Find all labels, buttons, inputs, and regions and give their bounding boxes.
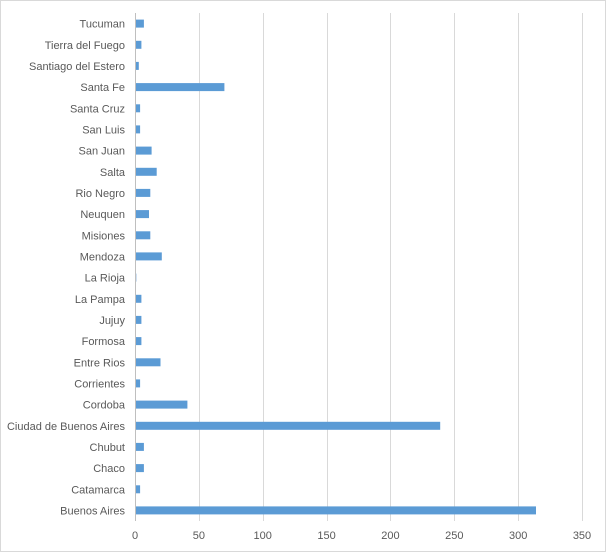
bar-santa-fe xyxy=(135,83,225,92)
bar-formosa xyxy=(135,337,142,346)
category-label: Santa Cruz xyxy=(70,103,125,115)
x-tick-label: 350 xyxy=(573,530,591,542)
category-label: Corrientes xyxy=(74,378,125,390)
bar-jujuy xyxy=(135,315,142,324)
category-label: La Rioja xyxy=(85,273,126,285)
x-tick-label: 100 xyxy=(254,530,272,542)
category-label: Misiones xyxy=(82,230,126,242)
bar-ciudad-de-buenos-aires xyxy=(135,421,441,430)
bar-chaco xyxy=(135,464,144,473)
category-label: Mendoza xyxy=(80,251,126,263)
bar-san-juan xyxy=(135,146,152,155)
bar-tucuman xyxy=(135,19,144,28)
gridlines xyxy=(199,13,583,521)
bar-san-luis xyxy=(135,125,141,134)
category-label: Entre Rios xyxy=(74,357,126,369)
bar-catamarca xyxy=(135,485,141,494)
bar-entre-rios xyxy=(135,358,161,367)
category-label: Santiago del Estero xyxy=(29,61,125,73)
x-tick-labels: 0 50 100 150 200 250 300 350 xyxy=(132,530,591,542)
bar-tierra-del-fuego xyxy=(135,40,142,49)
x-tick-label: 50 xyxy=(193,530,205,542)
category-label: Ciudad de Buenos Aires xyxy=(7,421,126,433)
category-label: Catamarca xyxy=(71,484,126,496)
category-label: Buenos Aires xyxy=(60,505,125,517)
category-label: Chaco xyxy=(93,463,125,475)
category-label: Tierra del Fuego xyxy=(45,40,125,52)
bar-neuquen xyxy=(135,210,149,219)
bar-la-pampa xyxy=(135,294,142,303)
category-label: San Luis xyxy=(82,124,125,136)
x-tick-label: 300 xyxy=(509,530,527,542)
bar-chubut xyxy=(135,442,144,451)
bar-misiones xyxy=(135,231,151,240)
bars xyxy=(135,19,536,515)
x-tick-label: 200 xyxy=(381,530,399,542)
category-label: San Juan xyxy=(79,146,125,158)
category-label: Formosa xyxy=(82,336,126,348)
bar-rio-negro xyxy=(135,188,151,197)
category-labels: Tucuman Tierra del Fuego Santiago del Este… xyxy=(7,19,126,518)
x-tick-label: 0 xyxy=(132,530,138,542)
category-label: Santa Fe xyxy=(80,82,125,94)
category-label: Cordoba xyxy=(83,400,126,412)
category-label: Chubut xyxy=(90,442,125,454)
bar-corrientes xyxy=(135,379,141,388)
category-label: Jujuy xyxy=(99,315,125,327)
bar-cordoba xyxy=(135,400,188,409)
bar-salta xyxy=(135,167,157,176)
bar-santa-cruz xyxy=(135,104,141,113)
category-label: Neuquen xyxy=(80,209,125,221)
x-tick-label: 150 xyxy=(317,530,335,542)
category-label: Rio Negro xyxy=(75,188,125,200)
bar-santiago-del-estero xyxy=(135,61,139,70)
x-tick-label: 250 xyxy=(445,530,463,542)
category-label: Salta xyxy=(100,167,126,179)
category-label: La Pampa xyxy=(75,294,126,306)
bar-mendoza xyxy=(135,252,162,261)
category-label: Tucuman xyxy=(80,19,125,31)
bar-buenos-aires xyxy=(135,506,536,515)
